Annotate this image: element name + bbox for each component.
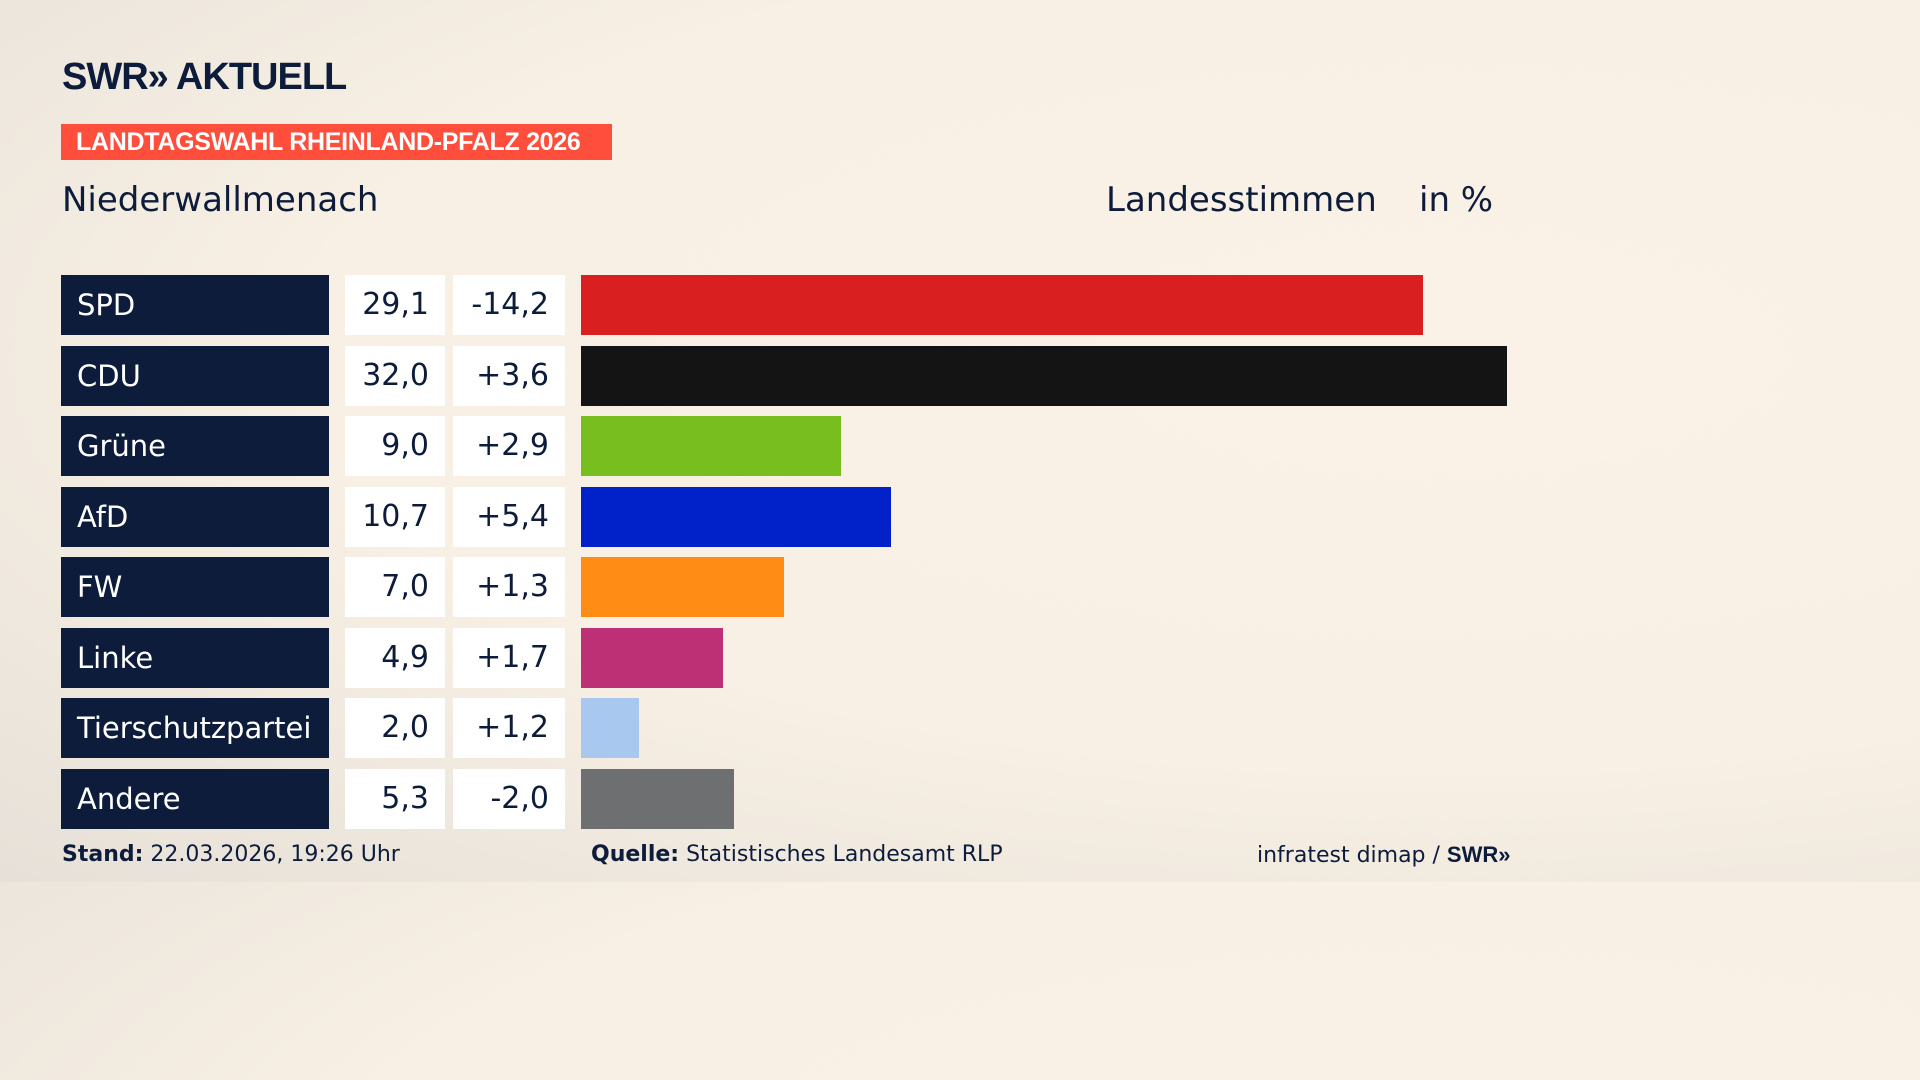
credit-text: infratest dimap / — [1257, 843, 1447, 868]
result-row-3: AfD 10,7 +5,4 — [0, 486, 1568, 547]
party-name: CDU — [61, 345, 329, 406]
party-name: Andere — [61, 768, 329, 829]
source-value: Statistisches Landesamt RLP — [686, 842, 1003, 867]
party-value: 2,0 — [345, 698, 445, 758]
stand-label: Stand: — [62, 842, 144, 867]
party-value: 7,0 — [345, 557, 445, 617]
party-name: Linke — [61, 627, 329, 688]
party-diff: +2,9 — [453, 416, 565, 476]
party-bar — [581, 416, 842, 476]
party-diff: +1,7 — [453, 627, 565, 688]
credit: infratest dimap / SWR» — [1257, 842, 1510, 868]
party-bar — [581, 486, 891, 547]
unit-label: in % — [1419, 180, 1494, 220]
party-bar — [581, 698, 639, 758]
party-bar — [581, 275, 1424, 335]
party-diff: +3,6 — [453, 345, 565, 406]
result-row-5: Linke 4,9 +1,7 — [0, 627, 1568, 688]
vote-type-label: Landesstimmen — [1106, 180, 1377, 220]
party-value: 10,7 — [345, 486, 445, 547]
party-diff: +1,2 — [453, 698, 565, 758]
party-bar — [581, 627, 723, 688]
source-label: Quelle: — [591, 842, 680, 867]
party-bar — [581, 768, 735, 829]
party-value: 9,0 — [345, 416, 445, 476]
party-name: Grüne — [61, 416, 329, 476]
result-row-2: Grüne 9,0 +2,9 — [0, 416, 1568, 476]
swr-logo-small: SWR» — [1446, 842, 1511, 867]
party-bar — [581, 557, 784, 617]
result-row-6: Tierschutzpartei 2,0 +1,2 — [0, 698, 1568, 758]
party-name: Tierschutzpartei — [61, 698, 329, 758]
party-value: 5,3 — [345, 768, 445, 829]
party-name: AfD — [61, 486, 329, 547]
election-badge: LANDTAGSWAHL RHEINLAND-PFALZ 2026 — [61, 124, 612, 160]
result-row-4: FW 7,0 +1,3 — [0, 557, 1568, 617]
result-row-7: Andere 5,3 -2,0 — [0, 768, 1568, 829]
party-name: FW — [61, 557, 329, 617]
party-diff: -2,0 — [453, 768, 565, 829]
swr-aktuell-logo: SWR» AKTUELL — [62, 56, 347, 98]
party-value: 29,1 — [345, 275, 445, 335]
party-bar — [581, 345, 1507, 406]
party-diff: +5,4 — [453, 486, 565, 547]
stand-value: 22.03.2026, 19:26 Uhr — [150, 842, 400, 867]
party-diff: +1,3 — [453, 557, 565, 617]
party-name: SPD — [61, 275, 329, 335]
result-row-1: CDU 32,0 +3,6 — [0, 345, 1568, 406]
party-value: 32,0 — [345, 345, 445, 406]
result-row-0: SPD 29,1 -14,2 — [0, 275, 1568, 335]
party-diff: -14,2 — [453, 275, 565, 335]
region-title: Niederwallmenach — [62, 180, 379, 220]
stand: Stand: 22.03.2026, 19:26 Uhr — [62, 842, 400, 867]
source: Quelle: Statistisches Landesamt RLP — [591, 842, 1003, 867]
party-value: 4,9 — [345, 627, 445, 688]
